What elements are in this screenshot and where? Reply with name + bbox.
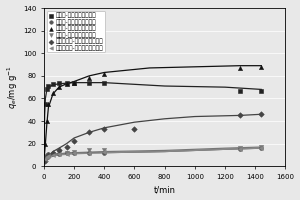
乙二胺-壳聚糖还原气凝胶: [43, 103, 48, 106]
对苯二甲胺-壳聚糖还原气凝胶: [46, 153, 51, 157]
对苯二甲胺-壳聚糖还原气凝胶: [43, 159, 48, 162]
乙二胺-壳聚糖还原气凝胶: [57, 81, 62, 84]
对苯二甲胺-壳聚糖还原水凝胶: [44, 156, 49, 159]
乙二胺-壳聚糖还原水凝胶: [64, 151, 69, 154]
戊二胺-壳聚糖还原气凝胶: [102, 72, 107, 75]
Legend: 乙二胺-壳聚糖还原气凝胶, 乙二胺-壳聚糖还原水凝胶, 戊二胺-壳聚糖还原气凝胶, 戊二胺-壳聚糖还原水凝胶, 对苯二甲胺-壳聚糖还原气凝胶, 对苯二甲胺-壳聚: 乙二胺-壳聚糖还原气凝胶, 乙二胺-壳聚糖还原水凝胶, 戊二胺-壳聚糖还原气凝胶…: [47, 11, 106, 52]
乙二胺-壳聚糖还原水凝胶: [259, 147, 264, 150]
对苯二甲胺-壳聚糖还原水凝胶: [46, 154, 51, 158]
戊二胺-壳聚糖还原水凝胶: [50, 152, 55, 155]
对苯二甲胺-壳聚糖还原气凝胶: [44, 156, 49, 159]
戊二胺-壳聚糖还原水凝胶: [44, 154, 49, 158]
乙二胺-壳聚糖还原水凝胶: [72, 151, 76, 154]
对苯二甲胺-壳聚糖还原水凝胶: [87, 151, 92, 154]
对苯二甲胺-壳聚糖还原水凝胶: [43, 158, 48, 161]
对苯二甲胺-壳聚糖还原气凝胶: [64, 145, 69, 149]
对苯二甲胺-壳聚糖还原气凝胶: [102, 127, 107, 131]
戊二胺-壳聚糖还原水凝胶: [259, 145, 264, 149]
乙二胺-壳聚糖还原水凝胶: [57, 152, 62, 155]
戊二胺-壳聚糖还原气凝胶: [46, 103, 51, 106]
X-axis label: t/min: t/min: [154, 185, 176, 194]
乙二胺-壳聚糖还原水凝胶: [87, 151, 92, 154]
对苯二甲胺-壳聚糖还原水凝胶: [102, 150, 107, 153]
戊二胺-壳聚糖还原气凝胶: [44, 119, 49, 123]
乙二胺-壳聚糖还原气凝胶: [46, 84, 51, 88]
戊二胺-壳聚糖还原水凝胶: [102, 149, 107, 152]
戊二胺-壳聚糖还原气凝胶: [57, 86, 62, 89]
对苯二甲胺-壳聚糖还原气凝胶: [132, 127, 137, 131]
对苯二甲胺-壳聚糖还原气凝胶: [57, 149, 62, 152]
乙二胺-壳聚糖还原气凝胶: [102, 81, 107, 84]
乙二胺-壳聚糖还原气凝胶: [238, 89, 242, 92]
乙二胺-壳聚糖还原气凝胶: [50, 82, 55, 85]
戊二胺-壳聚糖还原水凝胶: [87, 149, 92, 152]
戊二胺-壳聚糖还原气凝胶: [72, 81, 76, 84]
乙二胺-壳聚糖还原水凝胶: [50, 152, 55, 155]
乙二胺-壳聚糖还原气凝胶: [72, 81, 76, 84]
戊二胺-壳聚糖还原水凝胶: [46, 153, 51, 157]
戊二胺-壳聚糖还原气凝胶: [87, 77, 92, 80]
乙二胺-壳聚糖还原气凝胶: [64, 81, 69, 84]
Y-axis label: $q_e$/mg g$^{-1}$: $q_e$/mg g$^{-1}$: [6, 65, 20, 109]
对苯二甲胺-壳聚糖还原气凝胶: [259, 113, 264, 116]
对苯二甲胺-壳聚糖还原气凝胶: [72, 140, 76, 143]
乙二胺-壳聚糖还原气凝胶: [44, 88, 49, 91]
对苯二甲胺-壳聚糖还原气凝胶: [50, 151, 55, 154]
乙二胺-壳聚糖还原水凝胶: [43, 156, 48, 159]
对苯二甲胺-壳聚糖还原水凝胶: [57, 152, 62, 155]
对苯二甲胺-壳聚糖还原水凝胶: [238, 148, 242, 151]
对苯二甲胺-壳聚糖还原气凝胶: [87, 131, 92, 134]
乙二胺-壳聚糖还原水凝胶: [238, 148, 242, 151]
乙二胺-壳聚糖还原气凝胶: [87, 81, 92, 84]
戊二胺-壳聚糖还原水凝胶: [64, 151, 69, 154]
对苯二甲胺-壳聚糖还原气凝胶: [238, 114, 242, 117]
对苯二甲胺-壳聚糖还原水凝胶: [50, 153, 55, 157]
戊二胺-壳聚糖还原水凝胶: [57, 151, 62, 154]
戊二胺-壳聚糖还原气凝胶: [238, 66, 242, 70]
戊二胺-壳聚糖还原气凝胶: [259, 65, 264, 68]
乙二胺-壳聚糖还原水凝胶: [102, 151, 107, 154]
对苯二甲胺-壳聚糖还原水凝胶: [72, 151, 76, 154]
乙二胺-壳聚糖还原气凝胶: [259, 89, 264, 92]
对苯二甲胺-壳聚糖还原水凝胶: [259, 147, 264, 150]
戊二胺-壳聚糖还原气凝胶: [64, 82, 69, 85]
戊二胺-壳聚糖还原气凝胶: [50, 91, 55, 94]
戊二胺-壳聚糖还原水凝胶: [43, 157, 48, 160]
对苯二甲胺-壳聚糖还原水凝胶: [64, 152, 69, 155]
乙二胺-壳聚糖还原水凝胶: [44, 153, 49, 157]
戊二胺-壳聚糖还原水凝胶: [238, 147, 242, 150]
戊二胺-壳聚糖还原水凝胶: [72, 150, 76, 153]
乙二胺-壳聚糖还原水凝胶: [46, 152, 51, 155]
戊二胺-壳聚糖还原气凝胶: [43, 142, 48, 145]
